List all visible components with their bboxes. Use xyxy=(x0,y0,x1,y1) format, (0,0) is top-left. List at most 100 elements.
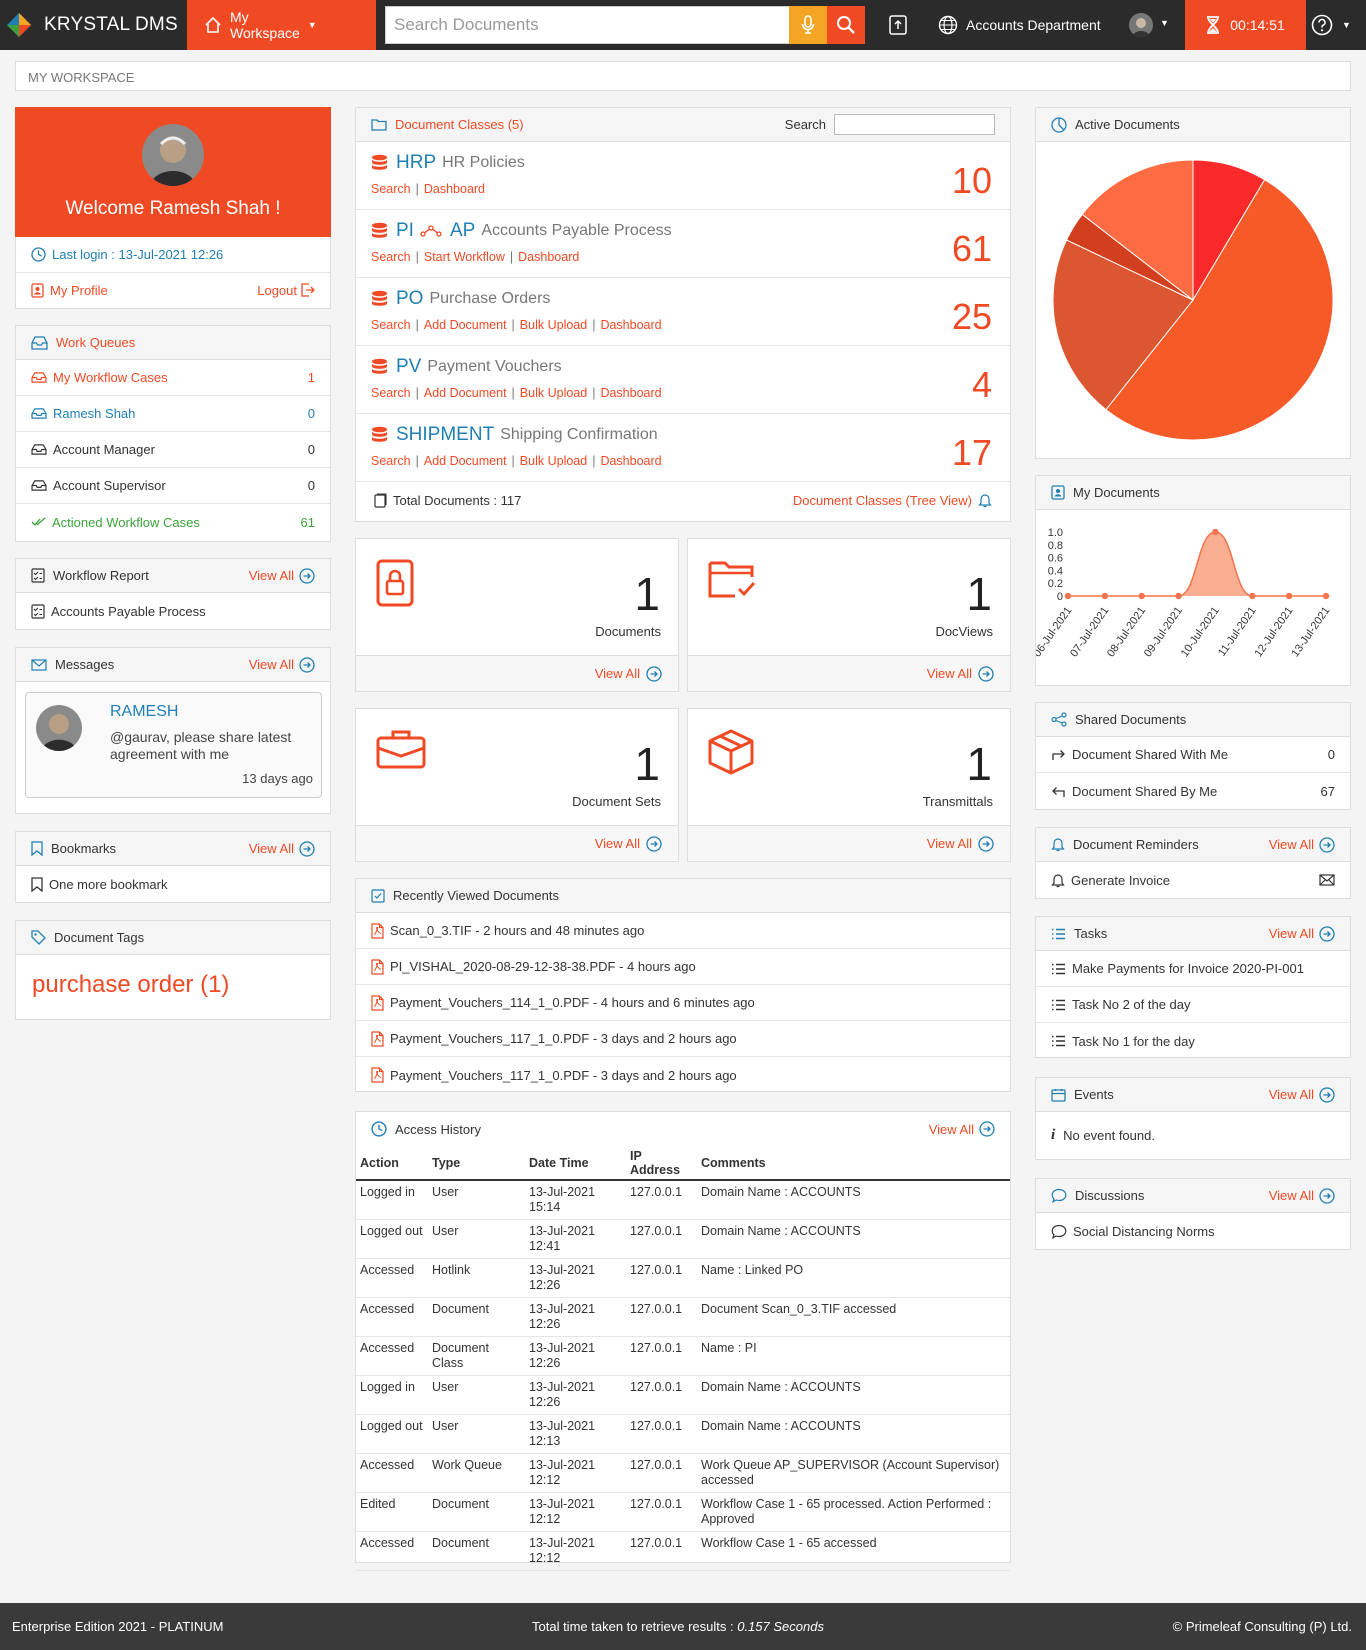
tag-item[interactable]: purchase order (1) xyxy=(32,971,230,998)
shared-by-me-row[interactable]: Document Shared By Me 67 xyxy=(1036,773,1350,809)
document-class-count: 25 xyxy=(951,296,992,337)
view-all-link[interactable]: View All xyxy=(1269,836,1335,853)
view-all-link[interactable]: View All xyxy=(688,826,1010,861)
pie-slice[interactable] xyxy=(1052,239,1194,411)
access-history-title: Access History xyxy=(395,1121,481,1137)
recent-document-item[interactable]: Payment_Vouchers_114_1_0.PDF - 4 hours a… xyxy=(356,985,1010,1021)
document-class-link[interactable]: Dashboard xyxy=(600,454,662,468)
document-class-link[interactable]: Add Document xyxy=(423,454,507,468)
bookmark-item[interactable]: One more bookmark xyxy=(16,866,330,902)
envelope-icon[interactable] xyxy=(1319,874,1335,886)
task-item[interactable]: Task No 1 for the day xyxy=(1036,1023,1350,1059)
queue-item-ramesh-shah[interactable]: Ramesh Shah 0 xyxy=(16,396,330,432)
column-header: IP Address xyxy=(626,1146,697,1181)
document-class-link[interactable]: Start Workflow xyxy=(423,250,505,264)
logout-link[interactable]: Logout xyxy=(257,283,315,298)
document-class-link[interactable]: Bulk Upload xyxy=(519,386,588,400)
message-card[interactable]: RAMESH @gaurav, please share latest agre… xyxy=(25,692,322,798)
list-icon xyxy=(1052,928,1065,939)
recent-document-item[interactable]: Scan_0_3.TIF - 2 hours and 48 minutes ag… xyxy=(356,913,1010,949)
document-class-title[interactable]: SHIPMENT Shipping Confirmation xyxy=(371,424,995,446)
profile-row: My Profile Logout xyxy=(16,273,330,307)
upload-button[interactable] xyxy=(885,12,911,38)
search-button[interactable] xyxy=(827,6,865,44)
task-item[interactable]: Make Payments for Invoice 2020-PI-001 xyxy=(1036,951,1350,987)
pie-slice[interactable] xyxy=(1081,159,1194,302)
check-square-icon xyxy=(371,888,385,903)
view-all-link[interactable]: View All xyxy=(688,656,1010,691)
queue-item-account-supervisor[interactable]: Account Supervisor 0 xyxy=(16,468,330,504)
table-cell: 13-Jul-2021 12:26 xyxy=(525,1297,626,1337)
data-point[interactable] xyxy=(1175,592,1182,600)
tile-label: DocViews xyxy=(935,624,993,639)
queue-item-actioned-workflow-cases[interactable]: Actioned Workflow Cases 61 xyxy=(16,504,330,540)
table-cell: Logged in xyxy=(356,1180,428,1220)
document-class-link[interactable]: Dashboard xyxy=(423,182,486,196)
timer-value: 00:14:51 xyxy=(1230,17,1285,33)
reminder-item[interactable]: Generate Invoice xyxy=(1036,862,1350,898)
recent-document-label: Payment_Vouchers_117_1_0.PDF - 3 days an… xyxy=(390,1031,737,1046)
recent-document-label: Payment_Vouchers_117_1_0.PDF - 3 days an… xyxy=(390,1067,737,1083)
table-cell: Workflow Case 1 - 65 accessed xyxy=(697,1531,1010,1571)
document-class-link[interactable]: Search xyxy=(371,182,411,196)
data-point[interactable] xyxy=(1064,592,1072,600)
document-class-title[interactable]: PI AP Accounts Payable Process xyxy=(371,220,995,242)
data-point[interactable] xyxy=(1249,592,1256,600)
workflow-report-item[interactable]: Accounts Payable Process xyxy=(16,593,330,629)
shared-with-me-row[interactable]: Document Shared With Me 0 xyxy=(1036,737,1350,773)
recent-document-item[interactable]: PI_VISHAL_2020-08-29-12-38-38.PDF - 4 ho… xyxy=(356,949,1010,985)
class-search-input[interactable] xyxy=(834,114,995,135)
data-point[interactable] xyxy=(1138,592,1145,600)
my-profile-link[interactable]: My Profile xyxy=(50,282,108,298)
view-all-link[interactable]: View All xyxy=(1269,925,1335,942)
inbox-icon xyxy=(31,336,48,350)
document-class-link[interactable]: Search xyxy=(371,454,411,468)
tree-view-link[interactable]: Document Classes (Tree View) xyxy=(793,493,992,508)
document-class-link[interactable]: Add Document xyxy=(423,386,507,400)
task-item[interactable]: Task No 2 of the day xyxy=(1036,987,1350,1023)
view-all-link[interactable]: View All xyxy=(356,656,678,691)
document-class-title[interactable]: PV Payment Vouchers xyxy=(371,356,995,378)
table-cell: 127.0.0.1 xyxy=(626,1375,697,1415)
data-point[interactable] xyxy=(1101,592,1109,600)
discussion-item[interactable]: Social Distancing Norms xyxy=(1036,1213,1350,1249)
help-menu[interactable]: ▼ xyxy=(1306,0,1366,50)
queue-item-account-manager[interactable]: Account Manager 0 xyxy=(16,432,330,468)
recent-document-item[interactable]: Payment_Vouchers_117_1_0.PDF - 3 days an… xyxy=(356,1021,1010,1057)
data-point[interactable] xyxy=(1285,592,1293,600)
document-class-link[interactable]: Dashboard xyxy=(518,250,580,264)
data-point[interactable] xyxy=(1322,592,1330,600)
view-all-link[interactable]: View All xyxy=(249,840,315,857)
caret-down-icon[interactable]: ▼ xyxy=(1160,18,1169,28)
voice-search-button[interactable] xyxy=(789,6,827,44)
document-reminders-title: Document Reminders xyxy=(1073,837,1199,852)
pie-slice[interactable] xyxy=(1105,179,1334,441)
brand[interactable]: KRYSTAL DMS xyxy=(0,0,187,50)
document-class-link[interactable]: Dashboard xyxy=(600,386,662,400)
arrow-circle-right-icon xyxy=(646,835,662,852)
document-class-title[interactable]: HRP HR Policies xyxy=(371,152,995,174)
workspace-menu[interactable]: My Workspace ▼ xyxy=(187,0,376,50)
search-input[interactable]: Search Documents xyxy=(385,6,789,44)
document-class-link[interactable]: Search xyxy=(371,386,411,400)
view-all-link[interactable]: View All xyxy=(1269,1187,1335,1204)
user-avatar[interactable] xyxy=(1129,13,1153,37)
document-class-title[interactable]: PO Purchase Orders xyxy=(371,288,995,310)
data-point[interactable] xyxy=(1212,528,1219,536)
document-class-link[interactable]: Add Document xyxy=(423,318,507,332)
table-row: Logged out User 13-Jul-2021 12:13 127.0.0.1… xyxy=(356,1414,1010,1454)
recent-document-item[interactable]: Payment_Vouchers_117_1_0.PDF - 3 days an… xyxy=(356,1057,1010,1093)
view-all-link[interactable]: View All xyxy=(929,1121,995,1137)
document-class-link[interactable]: Dashboard xyxy=(600,318,662,332)
view-all-link[interactable]: View All xyxy=(356,826,678,861)
view-all-link[interactable]: View All xyxy=(249,567,315,584)
view-all-link[interactable]: View All xyxy=(249,656,315,673)
department-selector[interactable]: Accounts Department xyxy=(938,0,1101,50)
queue-item-my-workflow-cases[interactable]: My Workflow Cases 1 xyxy=(16,360,330,396)
document-class-link[interactable]: Search xyxy=(371,318,411,332)
view-all-link[interactable]: View All xyxy=(1269,1086,1335,1103)
folder-check-icon xyxy=(708,561,756,598)
document-class-link[interactable]: Bulk Upload xyxy=(519,318,588,332)
document-class-link[interactable]: Search xyxy=(371,250,411,264)
document-class-link[interactable]: Bulk Upload xyxy=(519,454,588,468)
